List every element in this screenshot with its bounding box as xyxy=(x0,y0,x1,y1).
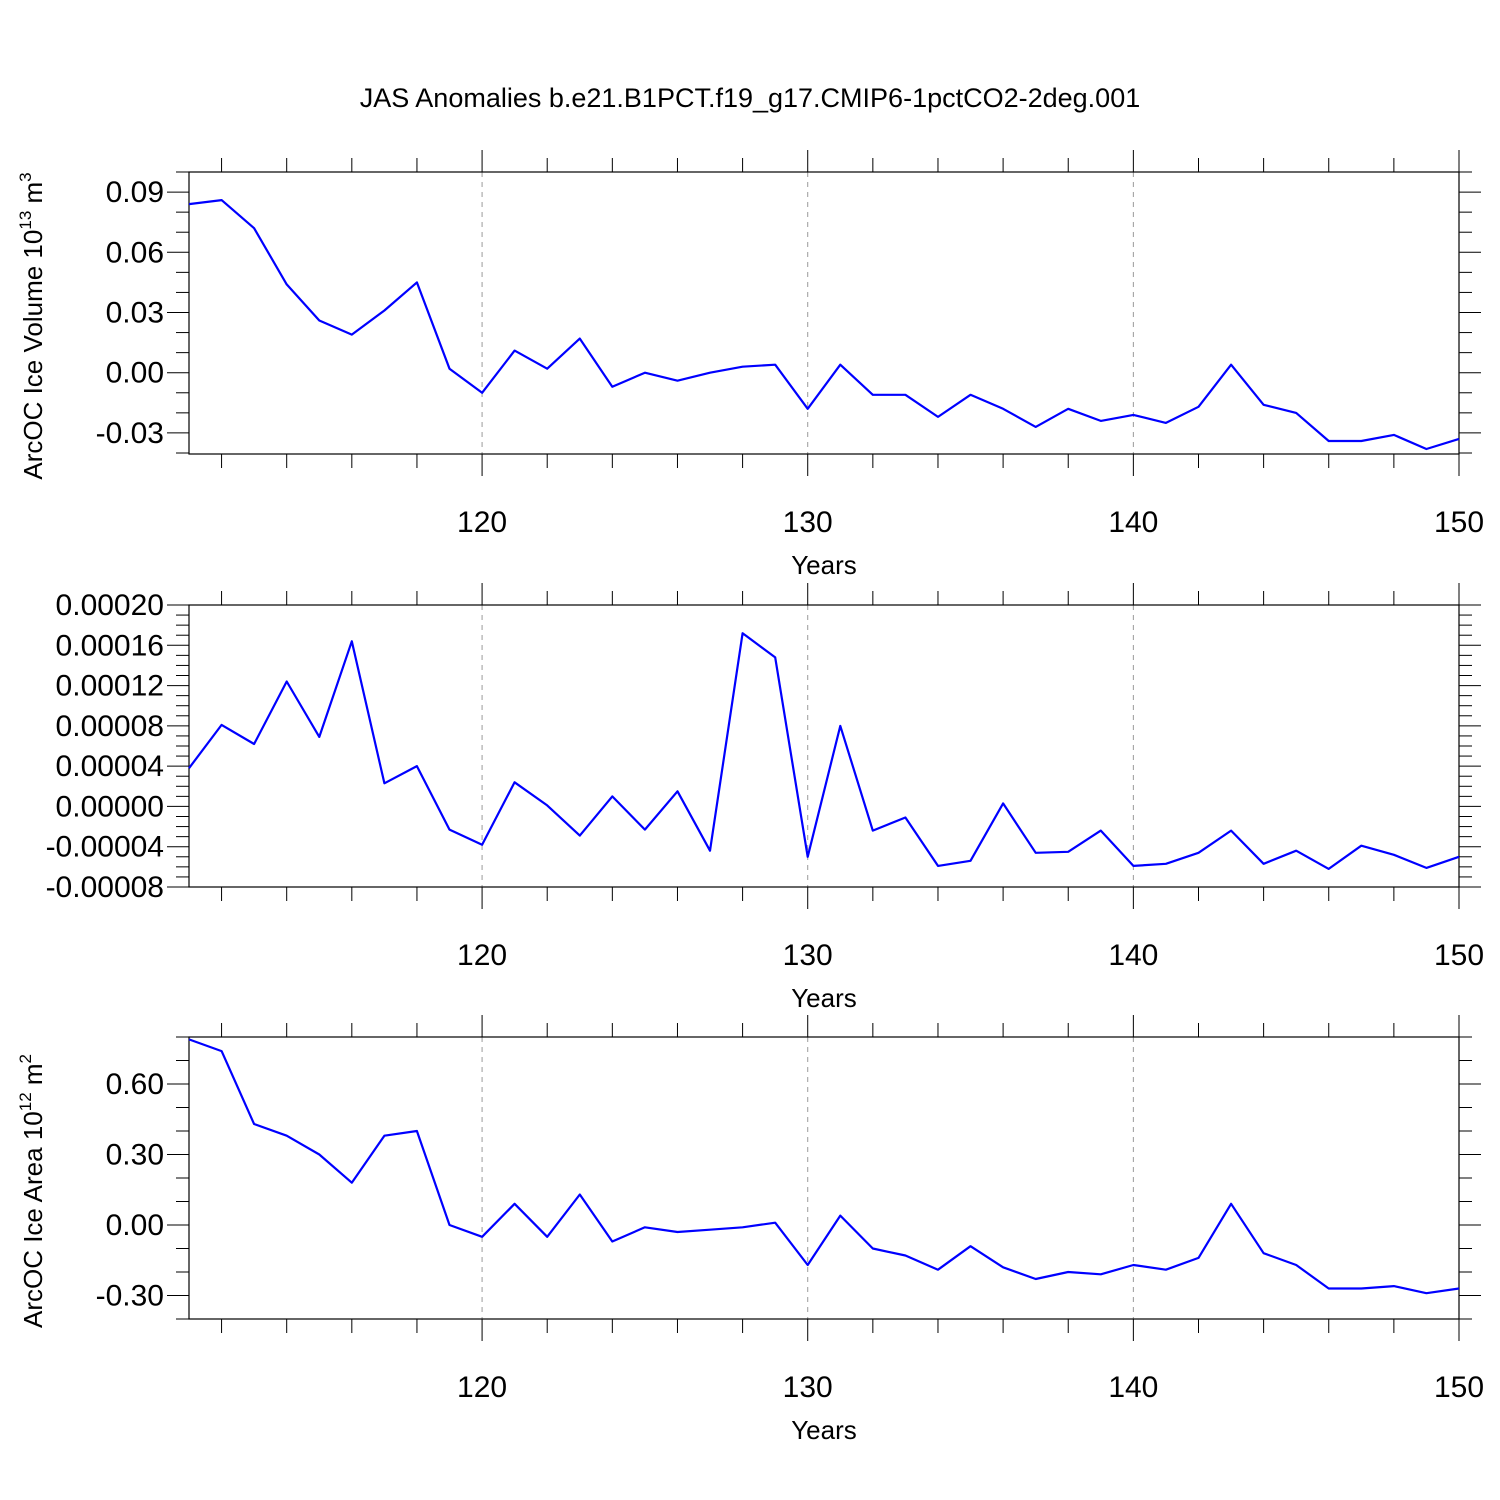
y-tick-label: 0.30 xyxy=(106,1139,164,1172)
x-tick-label: 150 xyxy=(1434,1371,1484,1404)
panel-1: -0.03 0.00 0.03 0.06 0.09 120 130 140 150 Years Ar… xyxy=(16,150,1484,580)
x-tick-label: 130 xyxy=(783,506,833,539)
panel-2: -0.00008 -0.00004 0.00000 0.00004 0.00008 0.0… xyxy=(46,583,1484,1013)
plot-frame xyxy=(188,604,1460,888)
x-tick-label: 140 xyxy=(1108,506,1158,539)
series-line xyxy=(188,1038,1460,1295)
panel-3: -0.30 0.00 0.30 0.60 120 130 140 150 Years ArcOC … xyxy=(16,1015,1484,1445)
y-axis-title: ArcOC Ice Volume 1013 m3 xyxy=(16,172,48,479)
x-tick-label: 130 xyxy=(783,1371,833,1404)
y-tick-label: 0.00016 xyxy=(56,629,164,662)
y-axis-title: ArcOC Ice Area 1012 m2 xyxy=(16,1054,48,1328)
y-tick-label: 0.00020 xyxy=(56,589,164,622)
y-tick-label: 0.00 xyxy=(106,357,164,390)
x-tick-label: 120 xyxy=(457,1371,507,1404)
y-tick-label: 0.00004 xyxy=(56,750,164,783)
y-tick-label: -0.00004 xyxy=(46,831,164,864)
y-tick-label: -0.03 xyxy=(96,417,164,450)
y-tick-label: 0.00012 xyxy=(56,670,164,703)
x-axis-title: Years xyxy=(791,983,857,1013)
y-tick-label: 0.00000 xyxy=(56,790,164,823)
plot-frame xyxy=(188,171,1460,455)
x-tick-label: 150 xyxy=(1434,506,1484,539)
x-tick-label: 150 xyxy=(1434,939,1484,972)
y-tick-label: -0.00008 xyxy=(46,871,164,904)
y-tick-label: -0.30 xyxy=(96,1280,164,1313)
series-line xyxy=(188,632,1460,871)
x-tick-label: 130 xyxy=(783,939,833,972)
y-tick-label: 0.00008 xyxy=(56,710,164,743)
x-tick-label: 120 xyxy=(457,939,507,972)
chart-title: JAS Anomalies b.e21.B1PCT.f19_g17.CMIP6-… xyxy=(360,83,1140,113)
x-axis-title: Years xyxy=(791,1415,857,1445)
x-axis-title: Years xyxy=(791,550,857,580)
y-tick-label: 0.60 xyxy=(106,1068,164,1101)
x-tick-label: 140 xyxy=(1108,939,1158,972)
x-tick-label: 120 xyxy=(457,506,507,539)
x-tick-label: 140 xyxy=(1108,1371,1158,1404)
series-line xyxy=(188,199,1460,451)
y-tick-label: 0.03 xyxy=(106,296,164,329)
chart-panels: -0.03 0.00 0.03 0.06 0.09 120 130 140 150 Years Ar… xyxy=(16,150,1484,1445)
y-tick-label: 0.00 xyxy=(106,1209,164,1242)
plot-frame xyxy=(188,1036,1460,1320)
y-tick-label: 0.06 xyxy=(106,236,164,269)
y-tick-label: 0.09 xyxy=(106,176,164,209)
